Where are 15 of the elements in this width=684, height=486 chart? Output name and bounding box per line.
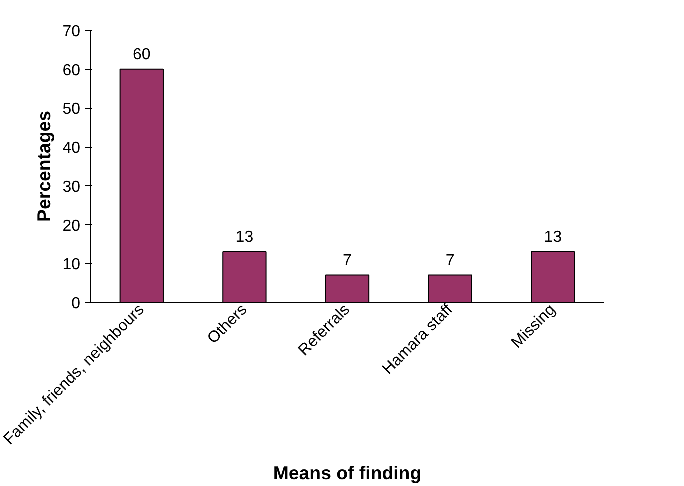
- y-tick-label: 70: [62, 24, 81, 40]
- y-tick-label: 60: [62, 62, 81, 80]
- data-label: 13: [544, 228, 562, 246]
- data-label: 60: [133, 46, 151, 64]
- data-label: 13: [236, 228, 254, 246]
- x-axis-title: Means of finding: [273, 462, 422, 484]
- y-tick-label: 20: [62, 218, 81, 235]
- data-label: 7: [446, 252, 455, 270]
- y-tick-label: 10: [62, 256, 81, 274]
- y-tick-label: 50: [62, 101, 81, 118]
- y-axis-title: Percentages: [34, 111, 55, 222]
- y-tick-label: 30: [62, 178, 81, 196]
- y-tick-label: 0: [72, 296, 81, 312]
- y-tick-label: 40: [62, 140, 81, 158]
- data-label: 7: [343, 252, 352, 270]
